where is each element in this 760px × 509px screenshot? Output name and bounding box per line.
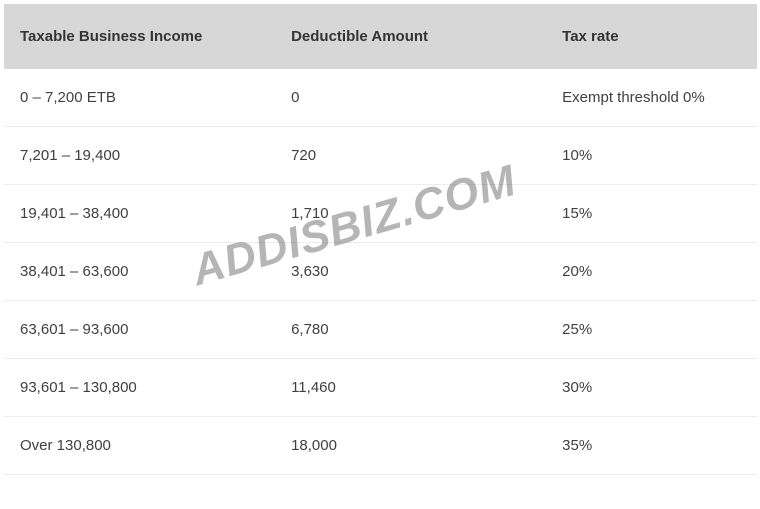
table-row: 93,601 – 130,800 11,460 30% [4, 359, 757, 417]
cell-deduct: 720 [275, 127, 546, 185]
table-row: 63,601 – 93,600 6,780 25% [4, 301, 757, 359]
table-header-row: Taxable Business Income Deductible Amoun… [4, 4, 757, 69]
cell-income: 38,401 – 63,600 [4, 243, 275, 301]
table-row: 38,401 – 63,600 3,630 20% [4, 243, 757, 301]
table-row: Over 130,800 18,000 35% [4, 417, 757, 475]
table-row: 7,201 – 19,400 720 10% [4, 127, 757, 185]
col-header-rate: Tax rate [546, 4, 757, 69]
cell-rate: 25% [546, 301, 757, 359]
cell-rate: 10% [546, 127, 757, 185]
cell-income: 0 – 7,200 ETB [4, 69, 275, 127]
cell-rate: 15% [546, 185, 757, 243]
col-header-deduct: Deductible Amount [275, 4, 546, 69]
cell-deduct: 1,710 [275, 185, 546, 243]
tax-table-container: Taxable Business Income Deductible Amoun… [4, 4, 757, 475]
cell-deduct: 6,780 [275, 301, 546, 359]
cell-income: 63,601 – 93,600 [4, 301, 275, 359]
cell-rate: 20% [546, 243, 757, 301]
tax-table: Taxable Business Income Deductible Amoun… [4, 4, 757, 475]
cell-rate: Exempt threshold 0% [546, 69, 757, 127]
col-header-income: Taxable Business Income [4, 4, 275, 69]
cell-income: Over 130,800 [4, 417, 275, 475]
cell-rate: 30% [546, 359, 757, 417]
table-row: 19,401 – 38,400 1,710 15% [4, 185, 757, 243]
cell-deduct: 11,460 [275, 359, 546, 417]
cell-income: 93,601 – 130,800 [4, 359, 275, 417]
cell-rate: 35% [546, 417, 757, 475]
cell-deduct: 0 [275, 69, 546, 127]
cell-income: 7,201 – 19,400 [4, 127, 275, 185]
cell-deduct: 18,000 [275, 417, 546, 475]
table-row: 0 – 7,200 ETB 0 Exempt threshold 0% [4, 69, 757, 127]
cell-deduct: 3,630 [275, 243, 546, 301]
cell-income: 19,401 – 38,400 [4, 185, 275, 243]
